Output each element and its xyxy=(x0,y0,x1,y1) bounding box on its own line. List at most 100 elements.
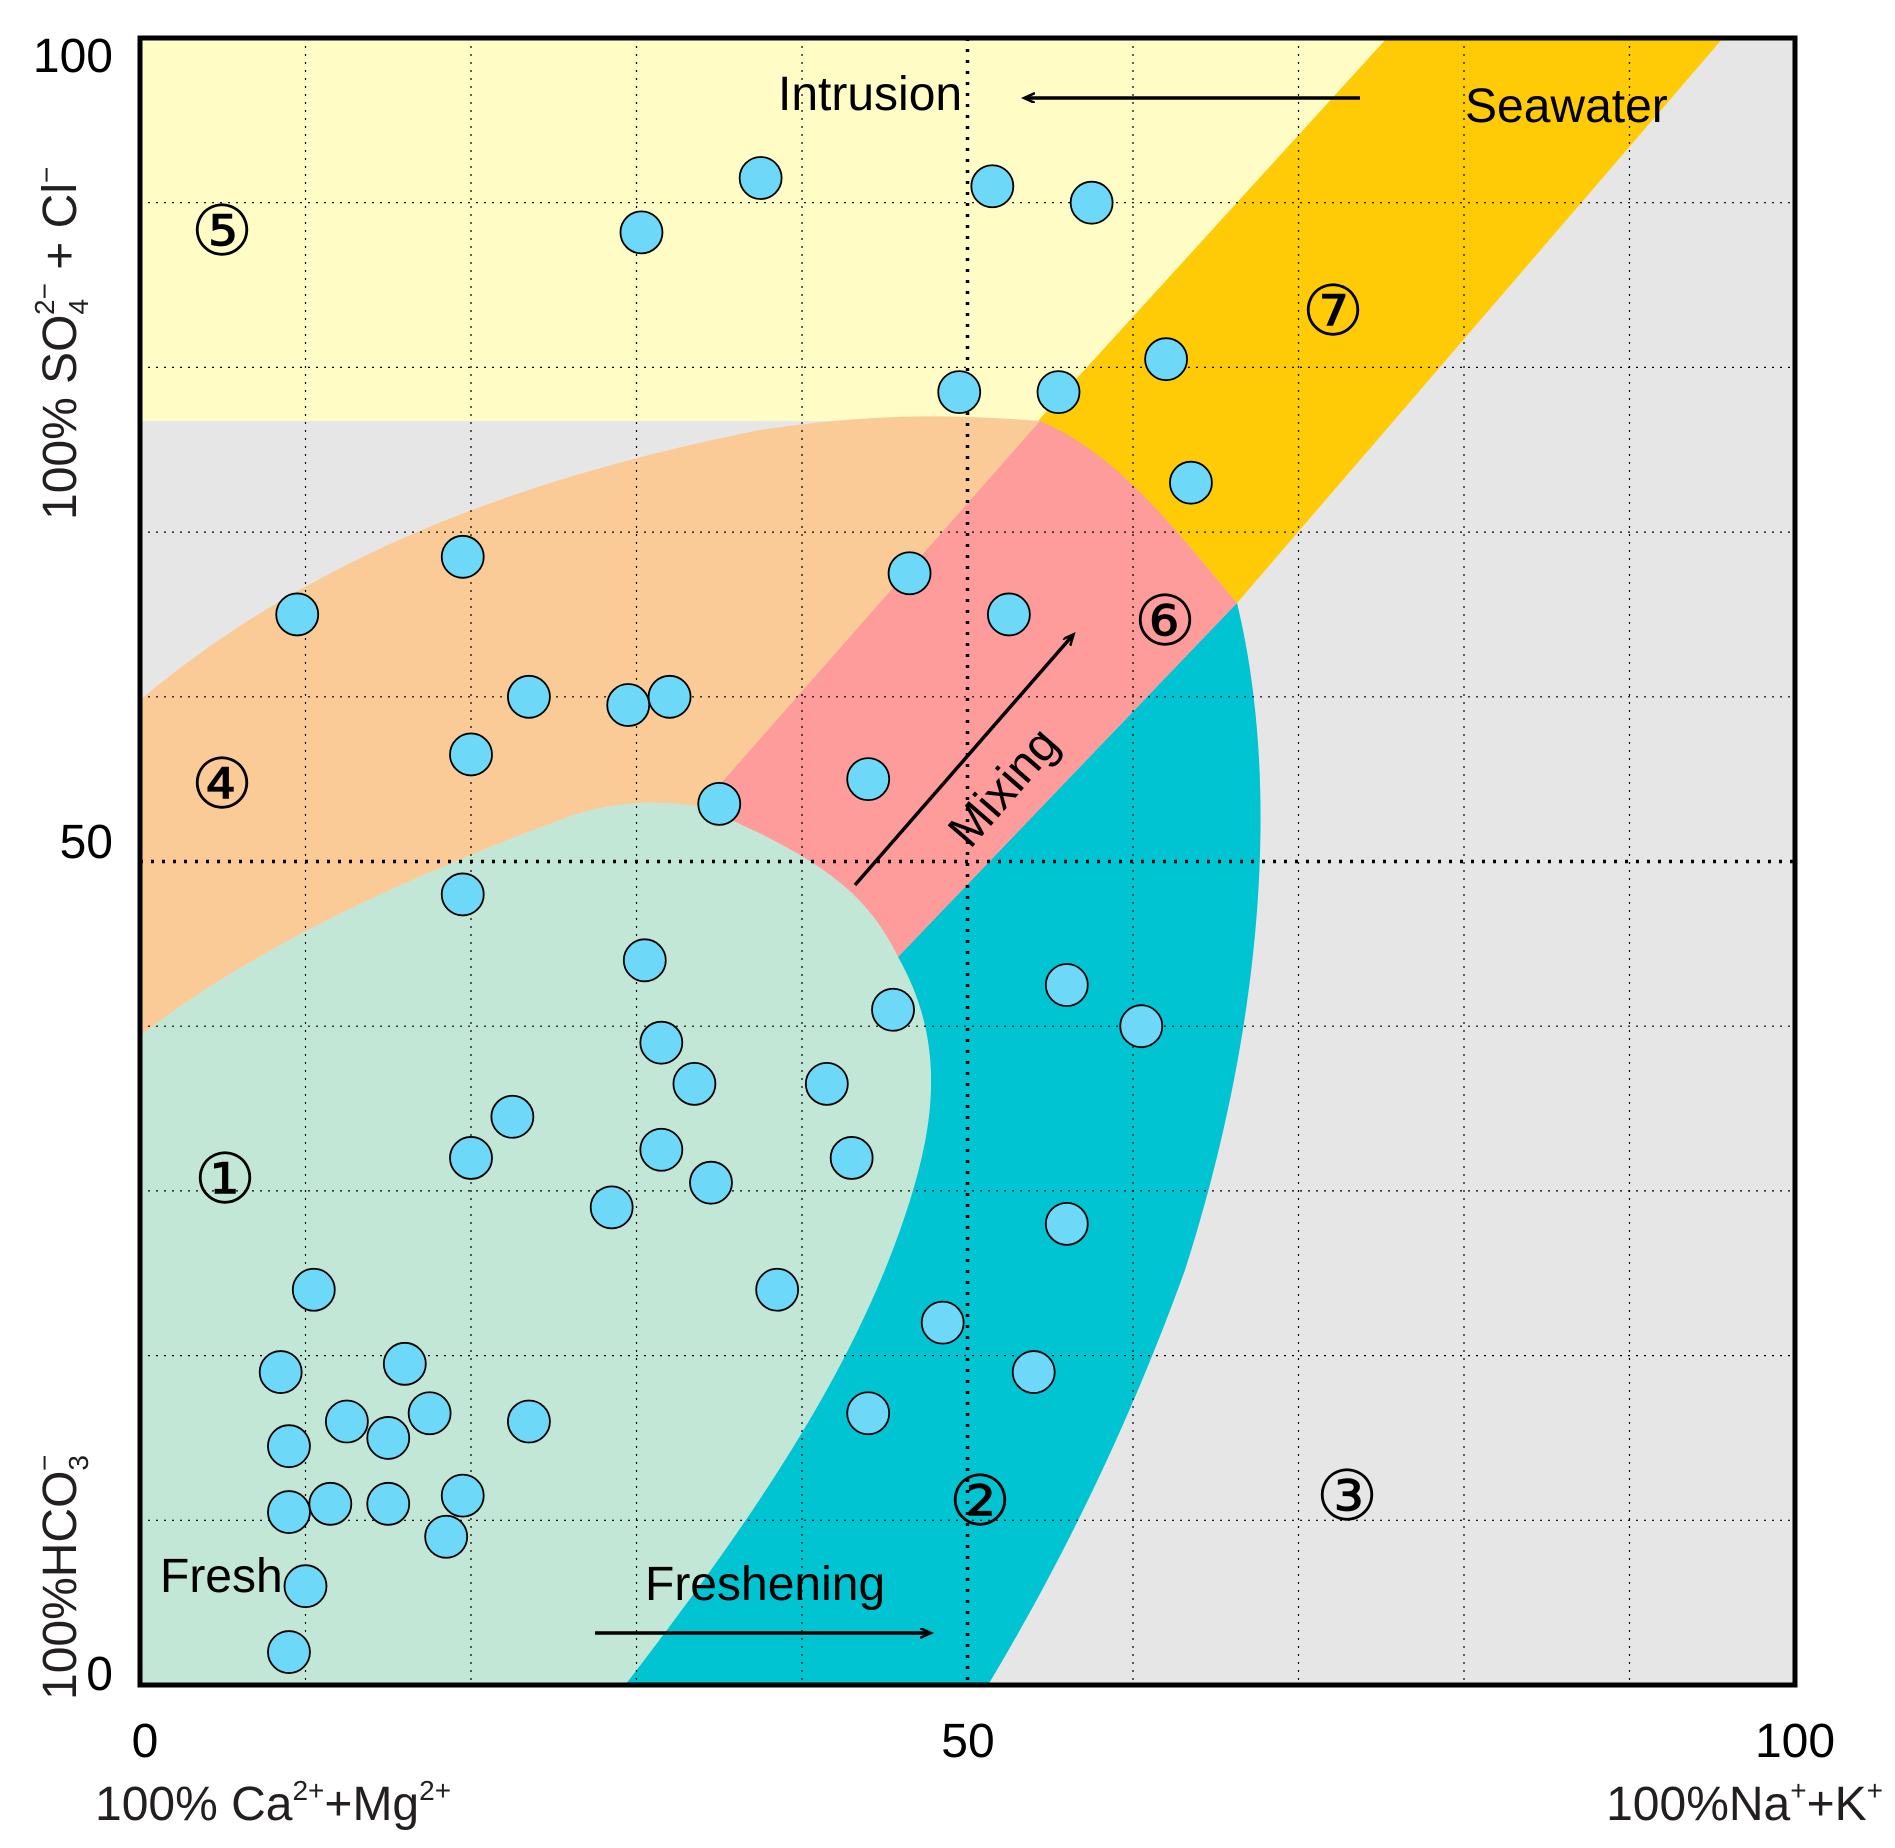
region-7 xyxy=(1038,38,1723,603)
y-top-sup: 2− xyxy=(29,283,60,315)
y-top-rest: + Cl xyxy=(34,183,87,283)
region-5 xyxy=(140,38,1387,421)
sample-point-48 xyxy=(440,1473,485,1518)
sample-point-9 xyxy=(887,551,932,596)
y-tick-0: 0 xyxy=(86,1648,113,1701)
x-left-base: 100% Ca xyxy=(95,1778,293,1831)
region-label-7: ⑦ xyxy=(1302,272,1365,350)
sample-point-35 xyxy=(291,1267,336,1312)
sample-point-29 xyxy=(639,1127,684,1172)
sample-point-23 xyxy=(1119,1004,1164,1049)
sample-point-8 xyxy=(1169,460,1213,505)
sample-point-16 xyxy=(449,732,493,777)
x-right-sup2: + xyxy=(1867,1775,1883,1806)
region-labels: ⑤ ④ ① ② ③ ⑥ ⑦ xyxy=(191,192,1379,1540)
sample-point-1 xyxy=(738,156,783,200)
sample-point-41 xyxy=(324,1399,369,1444)
sample-point-32 xyxy=(589,1185,634,1230)
region-4 xyxy=(140,416,1040,1037)
sample-point-51 xyxy=(283,1564,328,1609)
region-label-6: ⑥ xyxy=(1134,582,1197,660)
x-tick-0: 0 xyxy=(132,1715,159,1768)
sample-point-37 xyxy=(1011,1350,1056,1394)
sample-point-44 xyxy=(846,1391,891,1436)
sample-point-12 xyxy=(275,592,320,637)
y-top-sup2: − xyxy=(31,167,62,183)
x-right-sup: + xyxy=(1790,1775,1806,1806)
sample-point-13 xyxy=(507,674,551,719)
region-label-4: ④ xyxy=(191,745,254,823)
arrows xyxy=(595,98,1360,1633)
sample-point-49 xyxy=(267,1490,311,1534)
sample-point-39 xyxy=(382,1341,427,1386)
sample-point-46 xyxy=(308,1481,353,1526)
sample-point-42 xyxy=(366,1416,411,1460)
x-tick-50: 50 xyxy=(941,1715,994,1768)
sample-point-11 xyxy=(440,534,485,579)
y-bottom-sup: − xyxy=(29,1455,60,1471)
sample-point-40 xyxy=(407,1391,452,1436)
axis-ticks: 100 50 0 0 50 100 xyxy=(33,30,1835,1768)
y-bottom-base: 100%HCO xyxy=(34,1471,87,1700)
y-axis-label-top: 100% SO42− + Cl− xyxy=(29,167,94,520)
region-label-1: ① xyxy=(194,1140,257,1218)
sample-point-52 xyxy=(267,1630,311,1674)
x-axis-label-left: 100% Ca2++Mg2+ xyxy=(95,1775,451,1831)
x-left-sup2: 2+ xyxy=(419,1775,451,1806)
sample-point-3 xyxy=(970,164,1015,209)
sample-point-15 xyxy=(647,674,692,719)
y-tick-100: 100 xyxy=(33,30,113,83)
mixing-arrow xyxy=(853,635,1073,887)
sample-point-7 xyxy=(1144,337,1188,382)
sample-point-33 xyxy=(1044,1201,1089,1246)
sample-point-38 xyxy=(258,1350,303,1394)
sample-point-26 xyxy=(804,1061,849,1106)
sample-point-19 xyxy=(440,872,485,917)
sample-point-24 xyxy=(639,1020,684,1065)
x-left-sup: 2+ xyxy=(292,1775,324,1806)
sample-point-43 xyxy=(507,1399,551,1444)
y-tick-50: 50 xyxy=(60,816,113,869)
sample-point-10 xyxy=(986,592,1031,637)
sample-point-30 xyxy=(829,1136,874,1180)
region-label-3: ③ xyxy=(1316,1457,1379,1535)
sample-point-25 xyxy=(672,1061,717,1106)
x-right-base: 100%Na xyxy=(1606,1778,1790,1831)
freshening-label: Freshening xyxy=(645,1558,885,1611)
region-1 xyxy=(140,802,932,1685)
sample-point-28 xyxy=(449,1136,493,1180)
sample-point-47 xyxy=(366,1481,411,1526)
region-label-2: ② xyxy=(949,1462,1012,1540)
sample-point-45 xyxy=(267,1424,311,1469)
sample-point-2 xyxy=(619,210,664,255)
sample-point-27 xyxy=(490,1094,535,1139)
sample-point-17 xyxy=(697,781,742,826)
sample-point-4 xyxy=(1069,180,1114,225)
y-top-base: 100% SO xyxy=(34,315,87,520)
annotations: Intrusion Seawater Mixing Freshening Fre… xyxy=(160,68,1668,1611)
sample-point-50 xyxy=(424,1514,469,1559)
sample-point-21 xyxy=(871,987,915,1032)
sample-point-5 xyxy=(937,370,982,415)
fresh-label: Fresh xyxy=(160,1550,283,1603)
sample-point-18 xyxy=(846,757,891,802)
y-top-sub: 4 xyxy=(63,299,94,315)
sample-point-22 xyxy=(1044,963,1089,1007)
x-axis-label-right: 100%Na++K+ xyxy=(1606,1775,1883,1831)
y-bottom-sub: 3 xyxy=(63,1455,94,1471)
sample-points xyxy=(258,156,1213,1674)
x-tick-100: 100 xyxy=(1755,1715,1835,1768)
sample-point-20 xyxy=(622,938,667,983)
seawater-label: Seawater xyxy=(1465,80,1668,133)
gridlines xyxy=(140,38,1795,1685)
region-2 xyxy=(625,603,1261,1685)
region-label-5: ⑤ xyxy=(191,192,254,270)
sample-point-14 xyxy=(606,683,651,727)
plot-frame xyxy=(137,35,1798,1688)
sample-point-6 xyxy=(1036,370,1081,415)
x-right-mid: +K xyxy=(1807,1778,1867,1831)
intrusion-label: Intrusion xyxy=(778,68,962,121)
sample-point-34 xyxy=(755,1267,800,1312)
sample-point-31 xyxy=(689,1160,733,1205)
